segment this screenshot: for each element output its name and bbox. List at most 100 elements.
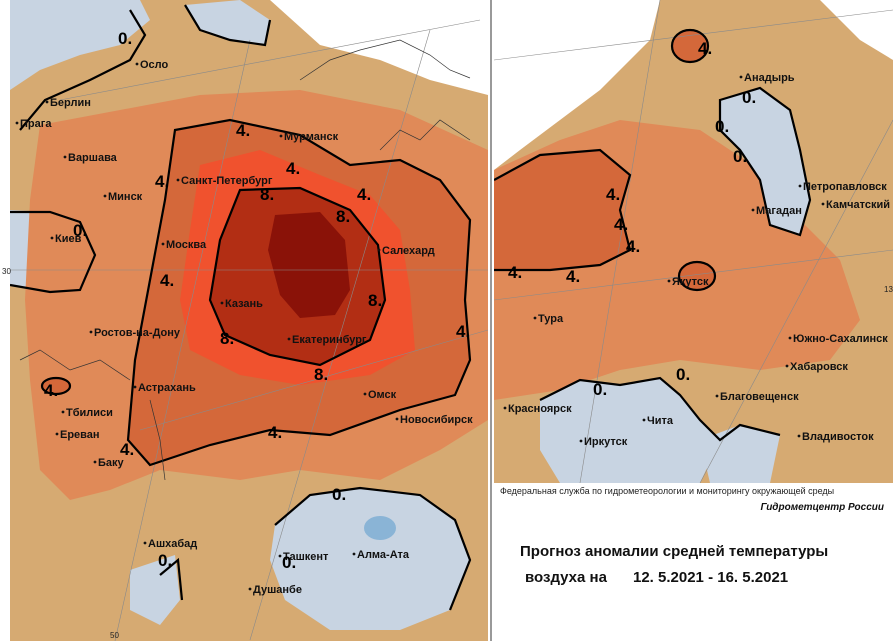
city-label-baku: Баку: [98, 457, 125, 469]
anomaly-core: [268, 212, 350, 318]
isoline-label: 8.: [368, 291, 382, 310]
city-marker-novosib: [395, 417, 399, 421]
city-label-praha: Прага: [20, 118, 52, 130]
isoline-4-west: [494, 148, 632, 272]
isoline-0-west: [10, 210, 97, 294]
city-label-yakutsk: Якутск: [672, 276, 709, 288]
outside-domain-area: [820, 0, 893, 60]
isoline-label: 4.: [160, 271, 174, 290]
city-marker-berlin: [45, 100, 49, 104]
isoline-label: 0.: [118, 29, 132, 48]
left-map: [10, 0, 488, 641]
city-label-dushanbe: Душанбе: [253, 584, 302, 596]
isoline-0-n: [184, 4, 272, 47]
isoline-8: [208, 186, 387, 367]
city-label-berlin: Берлин: [50, 97, 91, 109]
city-label-magadan: Магадан: [756, 205, 802, 217]
city-label-spb: Санкт-Петербург: [181, 175, 273, 187]
isoline-label: 0.: [742, 88, 756, 107]
footer-brand: Гидрометцентр России: [760, 502, 884, 513]
zero-anomaly-zone-central-asia: [270, 488, 470, 630]
isoline-label: 0.: [676, 365, 690, 384]
coastline: [379, 119, 471, 151]
city-marker-warszawa: [63, 155, 67, 159]
isoline-label: 0.: [715, 117, 729, 136]
meridian-line: [699, 119, 893, 483]
map-labels: Осло Берлин Прага Варшава Минск Киев Мурманск С…: [2, 29, 893, 640]
city-label-tbilisi: Тбилиси: [66, 407, 113, 419]
city-label-habarovsk: Хабаровск: [790, 361, 848, 373]
city-label-oslo: Осло: [140, 59, 169, 71]
city-marker-rostov: [89, 330, 93, 334]
city-marker-anadyr: [739, 75, 743, 79]
city-label-ekb: Екатеринбург: [292, 334, 367, 346]
isoline-label: 8.: [220, 329, 234, 348]
isolines: [10, 4, 472, 611]
city-label-omsk: Омск: [368, 389, 397, 401]
city-marker-tbilisi: [61, 410, 65, 414]
isoline-0-sw: [159, 557, 184, 601]
isoline-label: 0.: [332, 485, 346, 504]
city-marker-salehard: [377, 248, 381, 252]
outside-domain-area: [270, 0, 488, 95]
isoline-label: 4.: [268, 423, 282, 442]
isoline-4: [126, 118, 472, 467]
city-marker-petropavlovsk: [798, 184, 802, 188]
isoline-label: 4.: [120, 440, 134, 459]
coastlines: [19, 39, 471, 481]
city-marker-spb: [176, 178, 180, 182]
city-marker-habarovsk: [785, 364, 789, 368]
coastline: [19, 349, 131, 381]
graticule: [10, 19, 488, 641]
city-label-warszawa: Варшава: [68, 152, 118, 164]
city-marker-krasnoyarsk: [503, 406, 507, 410]
footer-organization: Федеральная служба по гидрометеорологии …: [500, 486, 834, 496]
city-label-kazan: Казань: [225, 298, 263, 310]
isoline-label: 4.: [155, 172, 169, 191]
isoline-label: 4.: [236, 121, 250, 140]
isoline-label: 4.: [286, 159, 300, 178]
coastline: [149, 399, 166, 481]
city-label-kiev: Киев: [55, 233, 82, 245]
city-marker-murmansk: [279, 134, 283, 138]
city-marker-chita: [642, 418, 646, 422]
graticule-tick-label: 50: [110, 631, 119, 640]
meridian-line: [249, 29, 431, 641]
coastline: [299, 39, 471, 81]
meridian-line: [579, 0, 661, 483]
city-label-blagoveshchensk: Благовещенск: [720, 391, 799, 403]
isoline-label: 4.: [44, 381, 58, 400]
city-label-novosib: Новосибирск: [400, 414, 473, 426]
city-label-kamchatsky: Камчатский: [826, 199, 890, 211]
parallel-line: [494, 9, 893, 61]
title-date-range: 12. 5.2021 - 16. 5.2021: [633, 569, 788, 586]
city-label-petropavlovsk: Петропавловск: [803, 181, 887, 193]
isoline-label: 4.: [606, 185, 620, 204]
meridian-line: [139, 329, 488, 431]
isoline-label: 4.: [698, 39, 712, 58]
city-marker-ashhabad: [143, 541, 147, 545]
isoline-4-north: [670, 28, 710, 64]
city-marker-minsk: [103, 194, 107, 198]
isoline-label: 4.: [508, 263, 522, 282]
city-marker-kamchatsky: [821, 202, 825, 206]
graticule: [494, 0, 893, 483]
city-label-murmansk: Мурманск: [284, 131, 339, 143]
graticule-tick-label: 30: [2, 267, 11, 276]
city-label-yuzhno: Южно-Сахалинск: [793, 333, 888, 345]
isoline-4-yakutsk: [677, 260, 717, 292]
city-marker-yakutsk: [667, 279, 671, 283]
city-label-chita: Чита: [647, 415, 674, 427]
city-label-anadyr: Анадырь: [744, 72, 795, 84]
city-marker-erevan: [55, 432, 59, 436]
city-marker-tashkent: [278, 554, 282, 558]
city-marker-almaata: [352, 552, 356, 556]
anomaly-zone-4-yakutsk: [679, 262, 715, 290]
isoline-0-central-asia: [274, 486, 472, 611]
city-marker-baku: [93, 460, 97, 464]
zero-anomaly-zone-sw: [130, 555, 180, 625]
city-label-vladivostok: Владивосток: [802, 431, 874, 443]
city-label-minsk: Минск: [108, 191, 143, 203]
graticule-tick-label: 13: [884, 285, 893, 294]
zero-anomaly-zone-nw: [10, 0, 150, 90]
